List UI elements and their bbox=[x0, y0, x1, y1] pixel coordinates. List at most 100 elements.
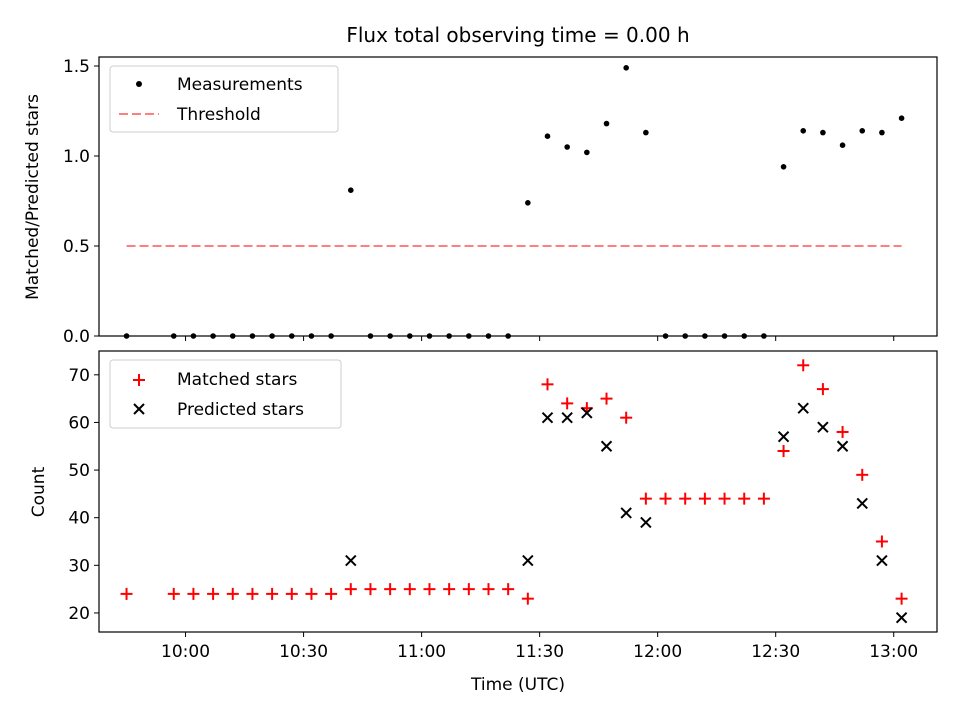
bottom-legend: Matched stars Predicted stars bbox=[109, 359, 342, 429]
measurement-point bbox=[780, 164, 787, 170]
matched-star-point bbox=[443, 583, 456, 596]
matched-star-point bbox=[482, 583, 495, 596]
measurement-point bbox=[800, 128, 807, 134]
top-panel: 0.0 0.5 1.0 1.5 Matched/Predicted stars Mea… bbox=[23, 56, 938, 347]
measurement-point bbox=[839, 142, 846, 148]
matched-star-point bbox=[305, 587, 318, 600]
matched-star-point bbox=[698, 492, 711, 505]
bottom-x-axis-label: Time (UTC) bbox=[470, 675, 565, 695]
predicted-star-point bbox=[817, 421, 829, 433]
bottom-x-tick-label: 12:30 bbox=[751, 642, 800, 662]
matched-star-point bbox=[364, 583, 377, 596]
predicted-star-point bbox=[836, 440, 849, 452]
matched-star-point bbox=[344, 583, 357, 596]
matched-star-point bbox=[246, 587, 259, 600]
legend-predicted-label: Predicted stars bbox=[177, 400, 304, 420]
bottom-x-tick-label: 11:30 bbox=[515, 642, 564, 662]
top-x-axis bbox=[185, 336, 895, 341]
bottom-y-axis: 20 30 40 50 60 70 bbox=[68, 366, 99, 624]
measurement-point bbox=[210, 333, 216, 339]
measurement-point bbox=[288, 333, 295, 339]
bottom-legend-box bbox=[109, 359, 342, 429]
matched-star-point bbox=[620, 411, 633, 424]
matched-star-point bbox=[895, 592, 908, 605]
bottom-y-axis-label: Count bbox=[29, 466, 49, 517]
predicted-star-point bbox=[345, 554, 357, 567]
legend-matched-label: Matched stars bbox=[177, 370, 297, 390]
legend-predicted-marker bbox=[133, 403, 145, 415]
matched-star-point bbox=[718, 492, 731, 505]
matched-star-point bbox=[462, 583, 475, 596]
matched-star-point bbox=[797, 359, 810, 372]
top-plot-frame bbox=[98, 56, 938, 337]
top-legend: Measurements Threshold bbox=[109, 65, 339, 133]
measurement-point bbox=[170, 333, 177, 339]
predicted-star-point bbox=[620, 507, 632, 519]
measurement-point bbox=[662, 333, 669, 339]
measurement-point bbox=[702, 333, 708, 339]
matched-star-point bbox=[600, 392, 613, 405]
measurement-point bbox=[564, 144, 570, 150]
predicted-star-point bbox=[522, 554, 534, 567]
measurement-point bbox=[485, 333, 492, 339]
measurement-point bbox=[407, 333, 413, 339]
predicted-star-point bbox=[561, 411, 573, 424]
bottom-y-tick-label: 20 bbox=[68, 604, 90, 624]
measurement-point bbox=[269, 333, 275, 339]
matched-star-point bbox=[679, 492, 692, 505]
measurement-point bbox=[761, 333, 767, 339]
matched-star-point bbox=[875, 535, 888, 548]
measurement-point bbox=[249, 333, 256, 339]
bottom-y-tick-label: 70 bbox=[68, 366, 90, 386]
bottom-plot-marks bbox=[120, 359, 908, 624]
matched-star-point bbox=[384, 583, 397, 596]
bottom-y-tick-label: 40 bbox=[68, 509, 90, 529]
matched-star-point bbox=[167, 587, 180, 600]
matched-star-point bbox=[403, 583, 416, 596]
measurement-point bbox=[879, 129, 885, 136]
measurement-point bbox=[820, 129, 826, 136]
measurement-point bbox=[603, 120, 610, 127]
predicted-star-point bbox=[856, 497, 868, 510]
measurement-point bbox=[446, 333, 452, 339]
matched-star-point bbox=[836, 425, 849, 438]
matched-star-point bbox=[639, 492, 652, 505]
legend-measurements-marker bbox=[136, 81, 142, 87]
matched-star-point bbox=[226, 587, 239, 600]
matched-star-point bbox=[502, 583, 515, 596]
predicted-star-point bbox=[797, 402, 809, 414]
measurement-point bbox=[426, 333, 433, 339]
matched-star-point bbox=[561, 397, 574, 410]
top-y-tick-label: 1.5 bbox=[63, 57, 90, 77]
matched-star-point bbox=[757, 492, 770, 505]
bottom-x-tick-label: 10:00 bbox=[161, 642, 210, 662]
measurement-point bbox=[741, 333, 748, 339]
top-y-tick-label: 0.0 bbox=[63, 327, 90, 347]
legend-threshold-label: Threshold bbox=[176, 105, 261, 125]
measurement-point bbox=[466, 333, 472, 339]
top-plot-marks bbox=[123, 65, 905, 339]
matched-star-point bbox=[285, 587, 298, 600]
measurement-point bbox=[123, 333, 130, 339]
matched-star-point bbox=[207, 587, 220, 600]
matched-star-point bbox=[738, 492, 751, 505]
bottom-x-tick-label: 11:00 bbox=[397, 642, 446, 662]
bottom-y-tick-label: 50 bbox=[68, 461, 90, 481]
predicted-star-point bbox=[640, 516, 652, 529]
bottom-x-axis: 10:00 10:30 11:00 11:30 12:00 12:30 13:00 bbox=[161, 632, 918, 662]
predicted-star-point bbox=[600, 440, 613, 452]
measurement-point bbox=[682, 333, 689, 339]
top-legend-box bbox=[109, 65, 339, 133]
measurement-point bbox=[721, 333, 728, 339]
bottom-plot-frame bbox=[98, 350, 938, 633]
matched-star-point bbox=[521, 592, 534, 605]
matched-star-point bbox=[777, 445, 790, 458]
bottom-y-tick-label: 30 bbox=[68, 556, 90, 576]
bottom-y-tick-label: 60 bbox=[68, 413, 90, 433]
measurement-point bbox=[367, 333, 374, 339]
measurement-point bbox=[505, 333, 511, 339]
measurement-point bbox=[229, 333, 236, 339]
predicted-star-point bbox=[876, 554, 888, 567]
matched-star-point bbox=[541, 378, 554, 391]
